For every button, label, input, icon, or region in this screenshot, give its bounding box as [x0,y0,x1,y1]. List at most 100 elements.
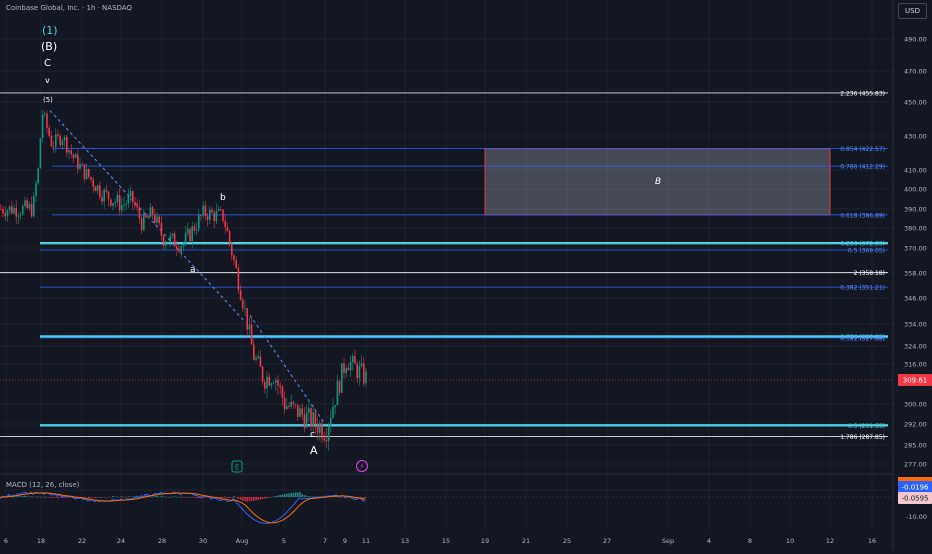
candle-body [154,214,156,223]
macd-histogram-bar [220,497,222,499]
macd-histogram-bar [294,492,297,497]
candle-body [138,207,141,219]
macd-histogram-bar [61,497,64,498]
macd-histogram-bar [341,497,343,498]
candle-body [189,228,191,241]
candle-body [22,205,24,215]
macd-histogram-bar [22,496,24,497]
macd-histogram-bar [228,497,231,498]
candle-body [171,233,174,236]
macd-histogram-bar [44,497,46,498]
candle-body [217,209,220,211]
candle-body [96,185,99,192]
macd-histogram-bar [301,494,303,497]
fib-level-label: 0.618 (386.89) [840,212,885,219]
price-tick-label: 410.00 [904,167,927,175]
candle-body [312,412,314,427]
candle-body [182,243,185,247]
macd-histogram-bar [81,497,83,498]
candle-body [147,217,149,218]
macd-histogram-bar [169,496,171,498]
candle-body [332,406,334,418]
candle-body [235,260,237,269]
candle-body [0,209,2,210]
candle-body [200,215,202,217]
candle-body [270,383,273,386]
price-axis[interactable]: 490.00 470.00 450.00 430.00 410.00 400.00 390.… [904,36,927,495]
macd-histogram-bar [134,496,136,497]
macd-histogram-bar [187,497,189,498]
macd-pane[interactable]: -10.00 [0,491,927,524]
macd-histogram-bar [112,496,114,497]
macd-histogram-bar [17,495,20,497]
candle-body [112,203,114,206]
wave-label-b: b [220,193,226,203]
symbol-header[interactable]: Coinbase Global, Inc. · 1h · NASDAQ [6,4,132,12]
macd-label[interactable]: MACD (12, 26, close) [6,481,80,489]
candle-body [94,186,97,192]
macd-histogram-bar [37,496,39,498]
macd-histogram-bar [336,496,339,498]
candle-body [127,195,130,204]
candle-body [228,231,231,244]
macd-histogram-bar [19,496,22,498]
currency-button[interactable]: USD [898,3,927,19]
macd-histogram-bar [136,495,138,497]
macd-histogram-bar [149,496,152,498]
macd-histogram-bar [30,496,33,497]
macd-histogram-bar [39,497,42,498]
macd-histogram-bar [248,497,251,502]
macd-histogram-bar [224,496,226,498]
candle-body [191,226,193,241]
price-tick-label: 346.00 [904,295,927,303]
candle-body [59,135,61,146]
wave-label-one: (1) [42,24,58,37]
candle-body [44,113,46,115]
candle-body [143,214,145,231]
candle-body [66,136,68,153]
macd-histogram-bar [200,497,202,499]
candle-body [363,363,365,384]
macd-histogram-bar [160,495,163,497]
macd-histogram-bar [72,497,75,498]
candle-body [305,412,308,428]
candle-body [279,385,281,387]
macd-histogram-bar [365,497,367,498]
wave-label-five: (5) [43,96,53,104]
event-markers[interactable]: E ⚡ [231,460,368,473]
macd-histogram-bar [46,496,48,498]
macd-histogram-bar [253,497,255,501]
macd-histogram-bar [305,495,308,497]
candle-body [88,168,90,178]
candle-body [61,140,64,146]
macd-histogram-bar [270,497,273,498]
candle-body [264,381,266,389]
candle-body [72,154,75,159]
candle-body [17,215,20,217]
candle-body [63,136,66,141]
macd-histogram-bar [162,496,165,498]
macd-histogram-bar [226,497,229,499]
candle-body [303,414,306,428]
macd-histogram-bar [259,497,262,500]
zone-label-B: B [655,177,662,187]
macd-histogram-bar [110,497,112,498]
candle-body [213,212,215,221]
candle-body [55,134,57,147]
fib-levels: 2.236 (455.83) 0.854 (422.57) 0.786 (412.2… [0,90,888,441]
candle-body [209,209,211,220]
signal-value-badge-bg [898,492,932,504]
dividend-marker-icon[interactable] [356,460,368,472]
macd-histogram-bar [88,497,90,499]
candle-body [314,412,317,425]
fib-level-label: 0.236 (372.39) [840,241,885,248]
last-price-badge: 309.61 [903,376,928,384]
macd-histogram-bar [184,497,187,498]
candle-body [107,191,110,200]
time-axis[interactable]: 6 18 22 24 28 30 Aug 5 7 9 11 13 15 19 21 25 27 Sep 4 8 10 12… [4,537,876,545]
time-tick-label: 11 [362,537,370,545]
candle-body [176,246,178,249]
earnings-marker-icon[interactable] [231,460,243,473]
